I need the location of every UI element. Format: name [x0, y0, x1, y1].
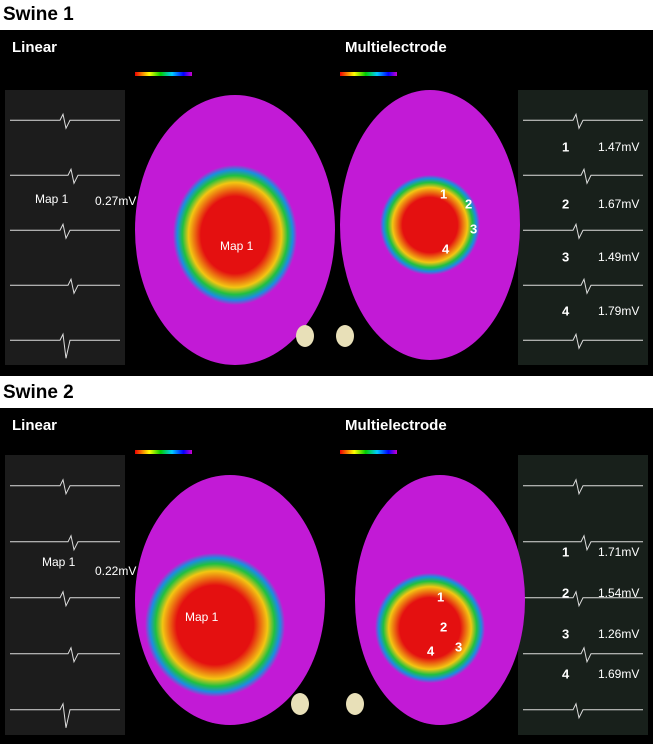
scar-area	[380, 175, 480, 275]
map-electrode-number: 2	[440, 619, 447, 634]
electrode-number: 1	[562, 139, 569, 154]
electrode-value: 1.71mV	[598, 545, 639, 559]
egm-trace	[523, 277, 643, 295]
map-label: Map 1	[220, 239, 254, 253]
color-scale	[135, 72, 192, 76]
panel-title: Swine 2	[3, 382, 74, 403]
map-label: Map 1	[185, 610, 219, 624]
trace-box	[5, 90, 125, 365]
electrode-value: 1.79mV	[598, 304, 639, 318]
egm-trace	[10, 222, 120, 240]
trace-value: 0.22mV	[95, 564, 136, 578]
egm-trace	[10, 332, 120, 359]
electrode-number: 2	[562, 196, 569, 211]
egm-trace	[10, 478, 120, 496]
electrode-value: 1.49mV	[598, 250, 639, 264]
scar-area	[145, 553, 285, 697]
scar-area	[173, 165, 297, 305]
electrode-value: 1.54mV	[598, 586, 639, 600]
map-electrode-number: 1	[437, 589, 444, 604]
multi-label: Multielectrode	[345, 417, 447, 434]
map-electrode-number: 2	[465, 196, 472, 211]
electrode-number: 3	[562, 249, 569, 264]
egm-trace	[10, 590, 120, 608]
orientation-icon	[291, 693, 309, 715]
linear-label: Linear	[12, 39, 57, 56]
map-electrode-number: 3	[455, 639, 462, 654]
egm-trace	[10, 534, 120, 552]
electrode-number: 4	[562, 666, 570, 681]
map-electrode-number: 3	[470, 221, 477, 236]
electrode-value: 1.69mV	[598, 667, 639, 681]
orientation-icon	[346, 693, 364, 715]
egm-trace	[10, 702, 120, 728]
color-scale	[340, 450, 397, 454]
color-scale	[340, 72, 397, 76]
egm-trace	[523, 702, 643, 720]
panel-title: Swine 1	[3, 4, 74, 25]
orientation-icon	[336, 325, 354, 347]
egm-trace	[523, 646, 643, 664]
electrode-number: 3	[562, 626, 569, 641]
color-scale	[135, 450, 192, 454]
egm-trace	[523, 332, 643, 350]
egm-trace	[523, 222, 643, 240]
egm-trace	[10, 167, 120, 185]
electrode-value: 1.47mV	[598, 140, 639, 154]
electrode-number: 1	[562, 544, 569, 559]
egm-trace	[523, 112, 643, 130]
trace-label: Map 1	[42, 555, 76, 569]
map-electrode-number: 4	[442, 241, 450, 256]
egm-trace	[523, 478, 643, 496]
linear-label: Linear	[12, 417, 57, 434]
egm-trace	[523, 590, 643, 608]
trace-box	[5, 455, 125, 735]
trace-box	[518, 90, 648, 365]
trace-label: Map 1	[35, 192, 69, 206]
egm-trace	[10, 277, 120, 295]
electrode-value: 1.26mV	[598, 627, 639, 641]
orientation-icon	[296, 325, 314, 347]
egm-trace	[523, 534, 643, 552]
electrode-number: 4	[562, 303, 570, 318]
map-electrode-number: 4	[427, 643, 435, 658]
trace-box	[518, 455, 648, 735]
egm-trace	[10, 112, 120, 130]
egm-trace	[10, 646, 120, 664]
map-electrode-number: 1	[440, 186, 447, 201]
trace-value: 0.27mV	[95, 194, 136, 208]
egm-trace	[523, 167, 643, 185]
electrode-value: 1.67mV	[598, 197, 639, 211]
scar-area	[375, 573, 485, 683]
multi-label: Multielectrode	[345, 39, 447, 56]
electrode-number: 2	[562, 585, 569, 600]
